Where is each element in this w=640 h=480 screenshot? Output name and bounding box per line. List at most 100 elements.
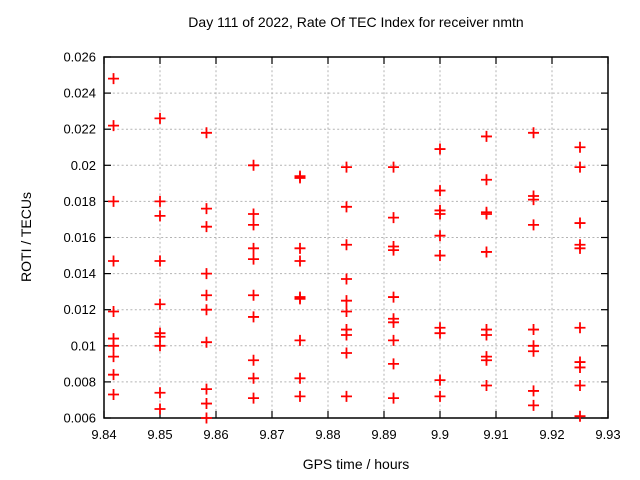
data-point-marker — [480, 174, 492, 186]
data-point-marker — [108, 255, 120, 267]
x-tick-label: 9.9 — [431, 427, 449, 442]
y-tick-label: 0.024 — [63, 86, 96, 101]
data-point-marker — [388, 291, 400, 303]
data-point-marker — [200, 383, 212, 395]
x-tick-label: 9.93 — [595, 427, 620, 442]
data-point-marker — [154, 112, 166, 124]
data-point-marker — [294, 334, 306, 346]
data-point-marker — [574, 161, 586, 173]
data-point-marker — [388, 212, 400, 224]
data-point-marker — [574, 410, 586, 422]
data-point-marker — [248, 392, 260, 404]
data-point-marker — [528, 399, 540, 411]
data-point-marker — [154, 340, 166, 352]
y-tick-label: 0.012 — [63, 302, 96, 317]
data-point-marker — [574, 242, 586, 254]
data-point-marker — [434, 185, 446, 197]
x-tick-label: 9.84 — [91, 427, 116, 442]
data-point-marker — [574, 361, 586, 373]
data-point-marker — [340, 347, 352, 359]
data-point-marker — [480, 208, 492, 220]
data-point-marker — [388, 244, 400, 256]
data-point-marker — [200, 203, 212, 215]
data-point-marker — [340, 273, 352, 285]
data-point-marker — [154, 387, 166, 399]
data-point-marker — [154, 195, 166, 207]
data-point-marker — [154, 210, 166, 222]
data-point-marker — [248, 208, 260, 220]
data-point-marker — [388, 392, 400, 404]
data-point-marker — [434, 208, 446, 220]
x-tick-label: 9.92 — [539, 427, 564, 442]
data-point-marker — [248, 354, 260, 366]
data-point-marker — [248, 219, 260, 231]
data-point-marker — [340, 390, 352, 402]
tick-marks — [103, 56, 609, 419]
data-point-marker — [480, 380, 492, 392]
data-point-marker — [528, 219, 540, 231]
data-point-marker — [388, 161, 400, 173]
data-point-marker — [294, 172, 306, 184]
data-point-marker — [340, 161, 352, 173]
data-point-marker — [154, 298, 166, 310]
data-point-marker — [108, 73, 120, 85]
x-tick-label: 9.85 — [147, 427, 172, 442]
data-point-marker — [200, 304, 212, 316]
y-tick-label: 0.02 — [71, 158, 96, 173]
data-point-marker — [108, 306, 120, 318]
y-tick-label: 0.022 — [63, 122, 96, 137]
y-tick-label: 0.01 — [71, 338, 96, 353]
data-point-marker — [574, 217, 586, 229]
data-point-marker — [200, 221, 212, 233]
data-point-marker — [434, 390, 446, 402]
data-point-marker — [480, 246, 492, 258]
data-point-marker — [574, 322, 586, 334]
data-point-marker — [200, 412, 212, 424]
data-point-marker — [108, 340, 120, 352]
y-tick-label: 0.006 — [63, 411, 96, 426]
data-point-marker — [528, 194, 540, 206]
y-tick-label: 0.018 — [63, 194, 96, 209]
x-tick-label: 9.87 — [259, 427, 284, 442]
x-tick-label: 9.88 — [315, 427, 340, 442]
data-point-marker — [434, 327, 446, 339]
data-point-marker — [388, 334, 400, 346]
data-point-marker — [154, 255, 166, 267]
data-point-marker — [434, 230, 446, 242]
data-point-marker — [248, 372, 260, 384]
data-point-marker — [340, 329, 352, 341]
data-point-marker — [528, 385, 540, 397]
data-point-marker — [294, 255, 306, 267]
data-point-marker — [294, 372, 306, 384]
data-point-marker — [108, 195, 120, 207]
data-point-marker — [248, 242, 260, 254]
data-point-marker — [480, 130, 492, 142]
data-point-marker — [200, 127, 212, 139]
y-tick-label: 0.026 — [63, 50, 96, 65]
data-point-marker — [340, 295, 352, 307]
x-tick-label: 9.89 — [371, 427, 396, 442]
y-tick-label: 0.014 — [63, 266, 96, 281]
data-point-marker — [200, 336, 212, 348]
data-point-marker — [528, 127, 540, 139]
data-point-marker — [340, 239, 352, 251]
data-point-marker — [480, 354, 492, 366]
data-point-marker — [574, 141, 586, 153]
data-point-marker — [340, 201, 352, 213]
data-point-marker — [340, 306, 352, 318]
data-point-marker — [108, 351, 120, 363]
grid-lines — [103, 56, 609, 419]
y-tick-label: 0.016 — [63, 230, 96, 245]
data-point-marker — [108, 120, 120, 132]
data-point-marker — [294, 390, 306, 402]
data-point-marker — [108, 369, 120, 381]
x-tick-label: 9.91 — [483, 427, 508, 442]
data-point-marker — [528, 345, 540, 357]
data-point-marker — [388, 358, 400, 370]
data-point-marker — [434, 143, 446, 155]
data-point-marker — [388, 316, 400, 328]
data-point-marker — [200, 398, 212, 410]
data-point-marker — [248, 253, 260, 265]
